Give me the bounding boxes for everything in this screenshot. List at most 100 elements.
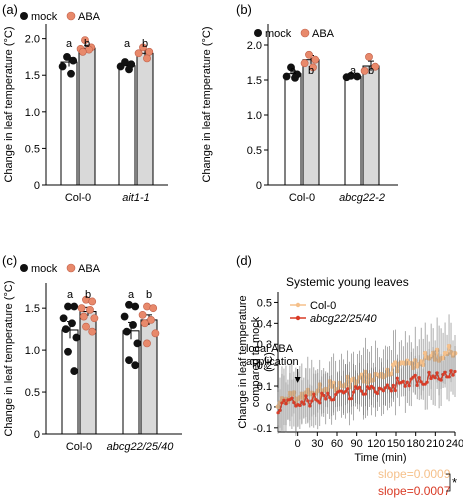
y-tick-label: 1.5 xyxy=(25,70,40,82)
y-axis-label: Change in leaf temperature (°C) xyxy=(201,26,213,182)
legend-marker xyxy=(295,302,301,308)
point-aba xyxy=(88,327,97,336)
point-aba xyxy=(77,304,86,313)
point-mock xyxy=(64,347,72,356)
point-mock xyxy=(70,367,79,375)
y-tick-label: 0.3 xyxy=(257,339,272,351)
point-aba xyxy=(140,319,149,328)
bar-aba xyxy=(136,52,154,186)
point-mock xyxy=(67,69,75,78)
x-tick-label: 90 xyxy=(351,438,363,450)
legend-label: Col-0 xyxy=(310,300,336,312)
bar-mock xyxy=(61,329,79,435)
point-mock xyxy=(61,325,70,334)
legend-marker-mock xyxy=(20,12,28,20)
point-mock xyxy=(59,314,68,323)
point-mock xyxy=(131,302,140,311)
significance-letter: a xyxy=(124,38,131,50)
legend-label-aba: ABA xyxy=(312,28,335,40)
slope-label-col0: slope=0.0009 xyxy=(378,467,451,481)
y-tick-label: 0 xyxy=(256,180,262,192)
point-mock xyxy=(116,62,125,71)
x-tick-label: 180 xyxy=(406,438,424,450)
x-axis-label: Time (min) xyxy=(354,452,406,464)
bar-aba xyxy=(362,65,380,186)
point-aba xyxy=(90,314,99,323)
point-mock xyxy=(58,62,67,71)
point-aba xyxy=(360,67,369,75)
y-tick-label: 0.5 xyxy=(25,387,40,399)
point-mock xyxy=(291,74,299,82)
y-axis-label: Change in leaf temperature (°C) xyxy=(3,26,15,182)
annotation-text: application xyxy=(246,356,299,368)
point-aba xyxy=(151,329,160,338)
point-aba xyxy=(82,322,90,331)
point-mock xyxy=(133,339,142,348)
y-tick-label: 0.5 xyxy=(25,143,40,155)
significance-letter: b xyxy=(308,65,314,77)
y-tick-label: 1.5 xyxy=(247,75,262,87)
point-mock xyxy=(122,327,131,336)
point-aba xyxy=(365,53,373,61)
point-aba xyxy=(79,312,88,321)
point-aba xyxy=(305,50,313,59)
point-mock xyxy=(68,319,76,328)
x-tick-label: 30 xyxy=(311,438,323,450)
y-axis-label: Change in leaf temperature (°C) xyxy=(3,280,15,436)
y-tick-label: 0.5 xyxy=(257,297,272,309)
panel-d: (d) -0.1 0 0.1 0.2 0.3 0.4 0.5 0 30 60 90 120 150 180… xyxy=(236,253,463,498)
point-aba xyxy=(149,304,158,313)
legend-label-aba: ABA xyxy=(78,11,101,23)
legend-marker-aba xyxy=(66,11,76,21)
point-aba xyxy=(88,297,97,306)
point-aba xyxy=(143,339,151,348)
annotation-arrowhead xyxy=(294,377,301,383)
y-tick-label: 0.5 xyxy=(247,145,262,157)
point-aba xyxy=(371,62,380,71)
y-axis-label-line: Change in leaf temperature xyxy=(237,295,249,428)
point-aba xyxy=(311,55,320,64)
y-axis-label-line: compared to mock xyxy=(250,316,262,407)
bar-mock xyxy=(284,73,302,186)
x-tick-label: 60 xyxy=(331,438,343,450)
significance-bracket xyxy=(446,473,451,492)
panel-c: (c) 0 0.5 1.0 1.5 Change in leaf temperature… xyxy=(2,253,182,453)
significance-letter: a xyxy=(350,65,357,77)
y-tick-label: 0 xyxy=(34,429,40,441)
legend-marker xyxy=(295,315,301,321)
y-tick-label: 0.4 xyxy=(257,318,272,330)
panel-b: (b) 0 0.5 1.0 1.5 2.0 Change in leaf temperat… xyxy=(201,2,398,204)
y-axis-label: Change in leaf temperaturecompared to mo… xyxy=(237,295,275,428)
x-tick-label: ait1-1 xyxy=(122,192,150,204)
significance-letter: b xyxy=(84,38,90,50)
point-aba xyxy=(143,54,151,63)
legend-label-aba: ABA xyxy=(78,263,101,275)
point-aba xyxy=(300,59,309,68)
bar-mock xyxy=(60,61,78,186)
point-aba xyxy=(134,49,143,58)
point-mock xyxy=(131,361,140,370)
significance-letter: b xyxy=(85,289,91,301)
legend-marker-mock xyxy=(20,264,28,272)
y-tick-label: 2.0 xyxy=(25,34,40,46)
x-tick-label: 240 xyxy=(446,438,463,450)
y-tick-label: 1.5 xyxy=(25,303,40,315)
point-aba xyxy=(86,305,94,314)
legend-marker-mock xyxy=(254,29,262,37)
y-tick-label: 0.2 xyxy=(257,360,272,372)
x-tick-label: 150 xyxy=(387,438,405,450)
x-tick-label: 120 xyxy=(367,438,385,450)
chart-title: Systemic young leaves xyxy=(286,275,409,289)
significance-letter: a xyxy=(290,65,297,77)
legend-label-mock: mock xyxy=(31,263,58,275)
significance-letter: a xyxy=(66,38,73,50)
panel-label: (c) xyxy=(2,253,17,268)
series-line-col0 xyxy=(277,343,456,408)
y-tick-label: 0 xyxy=(266,402,272,414)
slope-label-abcg: slope=0.0007 xyxy=(378,484,451,498)
x-tick-label: Col-0 xyxy=(66,441,92,453)
point-aba xyxy=(81,36,89,44)
legend-marker-aba xyxy=(300,28,310,38)
point-mock xyxy=(353,72,362,81)
point-aba xyxy=(78,47,87,56)
